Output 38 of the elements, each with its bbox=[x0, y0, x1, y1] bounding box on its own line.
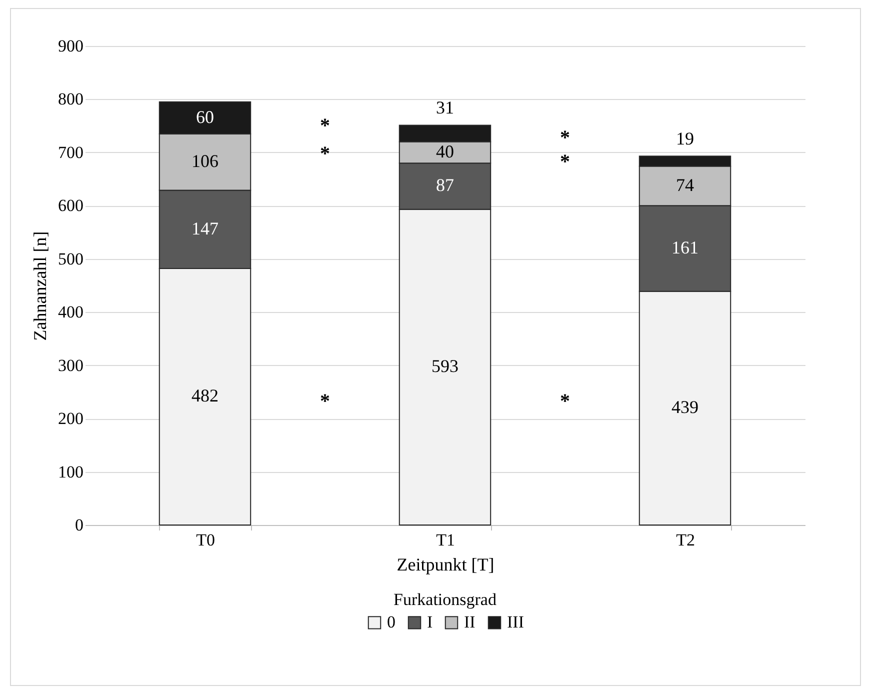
y-tick-label: 200 bbox=[58, 409, 84, 428]
data-label: 593 bbox=[432, 356, 458, 376]
y-tick-label: 300 bbox=[58, 356, 84, 375]
annotation: * bbox=[320, 390, 330, 412]
data-label: 147 bbox=[192, 218, 218, 238]
data-label: 19 bbox=[676, 128, 694, 148]
annotation: * bbox=[560, 150, 570, 173]
data-label: 60 bbox=[196, 106, 214, 127]
annotation: * bbox=[320, 142, 330, 165]
y-tick-label: 700 bbox=[58, 142, 84, 162]
y-tick-label: 800 bbox=[58, 90, 84, 109]
annotation: * bbox=[560, 390, 570, 412]
legend-label: III bbox=[507, 612, 524, 632]
legend-title: Furkationsgrad bbox=[394, 590, 497, 609]
x-tick-label: T1 bbox=[436, 530, 455, 550]
data-label: 40 bbox=[436, 141, 454, 162]
x-tick-label: T2 bbox=[676, 530, 695, 550]
x-tick-label: T0 bbox=[196, 530, 215, 550]
data-label: 106 bbox=[192, 151, 218, 172]
legend-label: II bbox=[464, 612, 476, 632]
data-label: 31 bbox=[436, 98, 454, 118]
y-tick-label: 0 bbox=[75, 516, 84, 534]
y-tick-label: 400 bbox=[58, 302, 84, 322]
y-tick-label: 600 bbox=[58, 196, 84, 216]
annotation: * bbox=[320, 114, 330, 137]
data-label: 87 bbox=[436, 175, 454, 196]
data-label: 161 bbox=[672, 238, 698, 258]
legend-label: 0 bbox=[387, 612, 396, 632]
data-label: 74 bbox=[676, 174, 694, 195]
y-tick-label: 100 bbox=[58, 462, 84, 482]
y-tick-label: 500 bbox=[58, 249, 84, 268]
data-label: 482 bbox=[192, 386, 218, 406]
legend-label: I bbox=[427, 612, 433, 632]
y-tick-label: 900 bbox=[58, 36, 84, 56]
data-label: 439 bbox=[672, 397, 698, 418]
annotation: * bbox=[560, 126, 570, 149]
x-axis-title: Zeitpunkt [T] bbox=[396, 554, 494, 574]
y-axis-title: Zahnanzahl [n] bbox=[30, 231, 50, 341]
